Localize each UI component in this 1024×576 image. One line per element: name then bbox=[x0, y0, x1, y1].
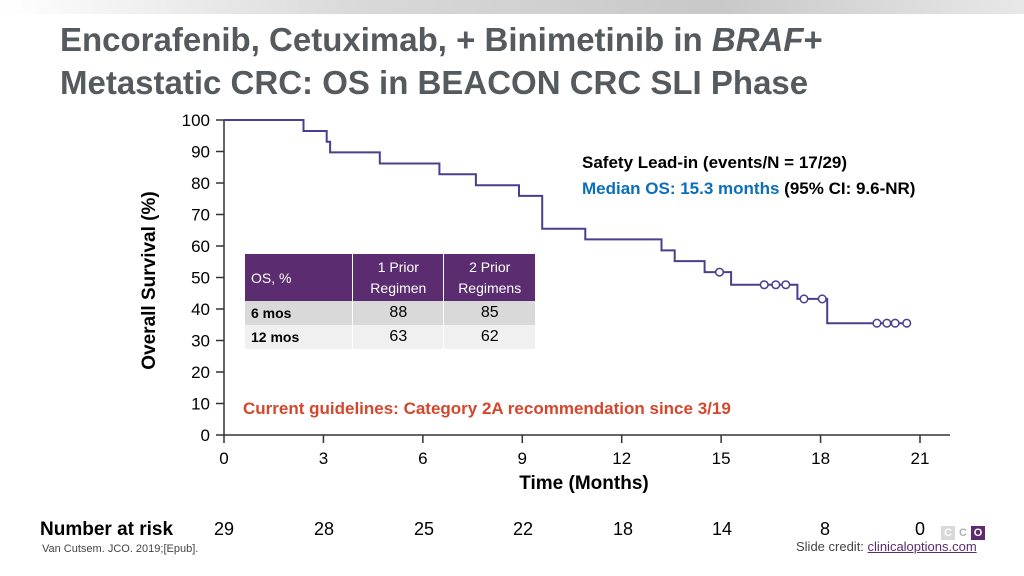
censor-mark bbox=[799, 294, 809, 304]
number-at-risk-value: 0 bbox=[914, 519, 926, 539]
number-at-risk-value: 8 bbox=[819, 519, 831, 539]
y-tick-label: 0 bbox=[201, 426, 210, 445]
os-table: OS, % 1 Prior Regimen 2 Prior Regimens 6 m… bbox=[245, 254, 535, 349]
slide-title: Encorafenib, Cetuximab, + Binimetinib in… bbox=[60, 18, 960, 104]
y-tick-label: 70 bbox=[191, 206, 210, 225]
os-table-row-label: 12 mos bbox=[245, 325, 353, 349]
slide-credit: Slide credit: clinicaloptions.com bbox=[796, 539, 977, 554]
y-tick-label: 80 bbox=[191, 174, 210, 193]
y-tick-label: 10 bbox=[191, 395, 210, 414]
y-tick-label: 40 bbox=[191, 300, 210, 319]
median-os-line: Median OS: 15.3 months (95% CI: 9.6-NR) bbox=[582, 176, 915, 202]
os-table-cell: 63 bbox=[352, 325, 444, 349]
y-tick-label: 20 bbox=[191, 363, 210, 382]
y-tick-label: 90 bbox=[191, 143, 210, 162]
top-decoration-bar bbox=[0, 0, 1024, 14]
x-tick-label: 18 bbox=[811, 449, 830, 468]
os-table-header-2prior: 2 Prior Regimens bbox=[443, 254, 535, 301]
credit-link[interactable]: clinicaloptions.com bbox=[867, 539, 977, 554]
logo-letter: C bbox=[956, 526, 970, 540]
censor-mark bbox=[872, 318, 882, 328]
title-text: Encorafenib, Cetuximab, + Binimetinib in bbox=[60, 21, 712, 58]
os-table-header: OS, % 1 Prior Regimen 2 Prior Regimens bbox=[245, 254, 535, 301]
censor-mark bbox=[817, 294, 827, 304]
survival-curve bbox=[224, 119, 907, 325]
os-table-row: 12 mos 63 62 bbox=[245, 325, 535, 349]
y-tick-label: 30 bbox=[191, 332, 210, 351]
title-gene: BRAF bbox=[711, 21, 804, 58]
os-table-row: 6 mos 88 85 bbox=[245, 301, 535, 325]
reference-text: Van Cutsem. JCO. 2019;[Epub]. bbox=[42, 543, 199, 555]
os-table-cell: 85 bbox=[443, 301, 535, 325]
censor-mark bbox=[890, 318, 900, 328]
censor-mark bbox=[781, 280, 791, 290]
censor-mark bbox=[882, 318, 892, 328]
x-tick-label: 12 bbox=[612, 449, 631, 468]
os-table-header-2prior-line1: 2 Prior bbox=[469, 258, 511, 275]
y-tick-label: 60 bbox=[191, 237, 210, 256]
title-plus: + bbox=[803, 21, 823, 58]
censor-mark bbox=[714, 267, 725, 277]
os-table-header-1prior: 1 Prior Regimen bbox=[352, 254, 444, 301]
number-at-risk-value: 14 bbox=[711, 519, 733, 539]
ci-text: (95% CI: 9.6-NR) bbox=[779, 179, 916, 198]
number-at-risk-value: 18 bbox=[612, 519, 634, 539]
os-table-header-1prior-line1: 1 Prior bbox=[377, 258, 419, 275]
os-table-header-label: OS, % bbox=[245, 254, 353, 301]
number-at-risk-label: Number at risk bbox=[40, 519, 174, 540]
safety-lead-in-text: Safety Lead-in (events/N = 17/29) bbox=[582, 153, 848, 172]
number-at-risk-value: 29 bbox=[213, 519, 235, 539]
median-os-text: Median OS: 15.3 months bbox=[582, 179, 780, 198]
x-tick-label: 21 bbox=[911, 449, 930, 468]
censor-mark bbox=[759, 280, 769, 290]
y-tick-label: 50 bbox=[191, 269, 210, 288]
logo-letter: C bbox=[941, 526, 955, 540]
number-at-risk-value: 25 bbox=[413, 519, 435, 539]
os-table-header-2prior-line2: Regimens bbox=[458, 279, 522, 296]
y-axis-label: Overall Survival (%) bbox=[139, 191, 160, 369]
x-tick-label: 9 bbox=[518, 449, 527, 468]
x-tick-label: 0 bbox=[219, 449, 228, 468]
os-table-row-label: 6 mos bbox=[245, 301, 353, 325]
os-table-header-1prior-line2: Regimen bbox=[370, 279, 427, 296]
credit-prefix: Slide credit: bbox=[796, 539, 868, 554]
title-line2: Metastatic CRC: OS in BEACON CRC SLI Pha… bbox=[60, 64, 809, 101]
x-tick-label: 3 bbox=[319, 449, 328, 468]
censor-mark bbox=[902, 318, 912, 328]
guideline-text: Current guidelines: Category 2A recommen… bbox=[243, 399, 731, 418]
os-table-cell: 62 bbox=[443, 325, 535, 349]
os-table-cell: 88 bbox=[352, 301, 444, 325]
number-at-risk-value: 22 bbox=[512, 519, 534, 539]
x-axis-label: Time (Months) bbox=[519, 473, 648, 494]
y-tick-label: 100 bbox=[182, 111, 210, 130]
x-tick-label: 15 bbox=[712, 449, 731, 468]
logo-letter: O bbox=[971, 526, 985, 540]
safety-annotation: Safety Lead-in (events/N = 17/29) Median… bbox=[582, 150, 915, 202]
number-at-risk-value: 28 bbox=[313, 519, 335, 539]
x-tick-label: 6 bbox=[418, 449, 427, 468]
censor-mark bbox=[771, 280, 781, 290]
